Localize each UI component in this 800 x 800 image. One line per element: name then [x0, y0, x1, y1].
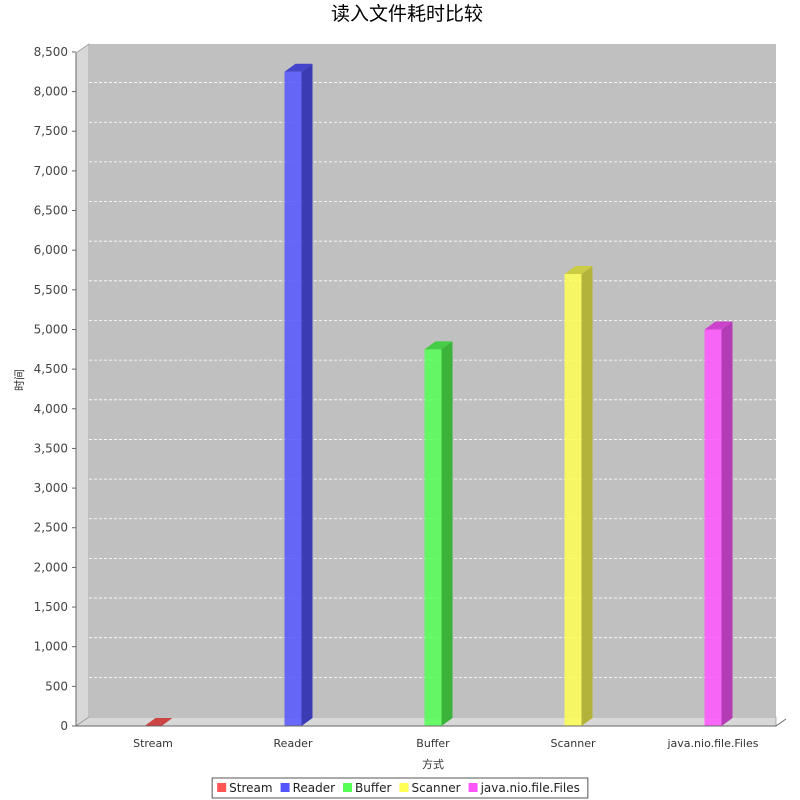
y-tick-label: 7,500: [34, 124, 68, 138]
y-tick-label: 6,000: [34, 243, 68, 257]
legend-label: Stream: [229, 781, 272, 795]
legend-item: Reader: [280, 781, 336, 795]
bar-top: [144, 718, 173, 726]
bar-side: [441, 341, 453, 726]
legend-label: Reader: [293, 781, 336, 795]
bar-side: [721, 321, 733, 726]
bar-top: [284, 63, 313, 72]
legend-swatch: [280, 783, 290, 792]
bar-scanner: [564, 265, 593, 726]
bar-top: [424, 341, 453, 350]
legend-item: Stream: [217, 781, 273, 795]
x-axis-depth: [775, 718, 787, 727]
gridlines: [89, 42, 776, 678]
bar-front: [564, 273, 582, 726]
legend-swatch: [217, 783, 227, 792]
legend-item: java.nio.file.Files: [468, 781, 580, 795]
y-tick-label: 2,000: [34, 560, 68, 574]
legend-swatch: [399, 783, 409, 792]
x-tick-label: Buffer: [416, 737, 450, 750]
y-tick-label: 8,000: [34, 85, 68, 99]
legend-label: Buffer: [355, 781, 391, 795]
left-wall: [75, 43, 90, 727]
y-tick-label: 7,000: [34, 164, 68, 178]
y-tick-label: 4,000: [34, 402, 68, 416]
bar-front: [284, 71, 302, 727]
legend-item: Scanner: [399, 781, 461, 795]
bar-top: [564, 265, 593, 274]
bar-buffer: [424, 341, 453, 726]
x-tick-label: Stream: [133, 737, 173, 750]
legend-label: java.nio.file.Files: [480, 781, 580, 795]
y-tick-label: 1,000: [34, 640, 68, 654]
legend-item: Buffer: [343, 781, 392, 795]
y-tick-label: 0: [60, 719, 68, 733]
x-axis-label: 方式: [422, 757, 444, 771]
bar-top: [704, 321, 733, 330]
bar-front: [704, 329, 722, 726]
y-tick-label: 5,000: [34, 322, 68, 336]
legend-swatch: [343, 783, 353, 792]
y-tick-label: 5,500: [34, 283, 68, 297]
x-tick-label: Scanner: [550, 737, 595, 750]
bar-reader: [284, 63, 313, 727]
bars: [144, 63, 733, 727]
x-axis: Stream Reader Buffer Scanner java.nio.file.F…: [76, 718, 787, 750]
chart-title: 读入文件耗时比较: [331, 3, 483, 25]
legend-swatch: [468, 783, 478, 792]
y-tick-label: 3,000: [34, 481, 68, 495]
bar-side: [581, 265, 593, 726]
bar-front: [424, 349, 442, 726]
y-tick-label: 6,500: [34, 204, 68, 218]
x-tick-label: java.nio.file.Files: [667, 737, 759, 750]
bar-java-nio-file-files: [704, 321, 733, 726]
y-axis: 0 500 1,000 1,500 2,000 2,500 3,000 3,500 4,000 4…: [34, 45, 77, 733]
y-tick-label: 500: [45, 679, 68, 693]
y-tick-label: 1,500: [34, 600, 68, 614]
bar-side: [301, 63, 313, 727]
y-tick-label: 3,500: [34, 441, 68, 455]
x-tick-label: Reader: [274, 737, 313, 750]
legend-label: Scanner: [411, 781, 460, 795]
y-axis-label: 时间: [13, 369, 26, 391]
legend: Stream Reader Buffer Scanner java.nio.file.F…: [211, 777, 589, 799]
y-tick-label: 2,500: [34, 521, 68, 535]
y-tick-label: 8,500: [34, 45, 68, 59]
y-tick-label: 4,500: [34, 362, 68, 376]
bar-stream: [144, 718, 173, 726]
